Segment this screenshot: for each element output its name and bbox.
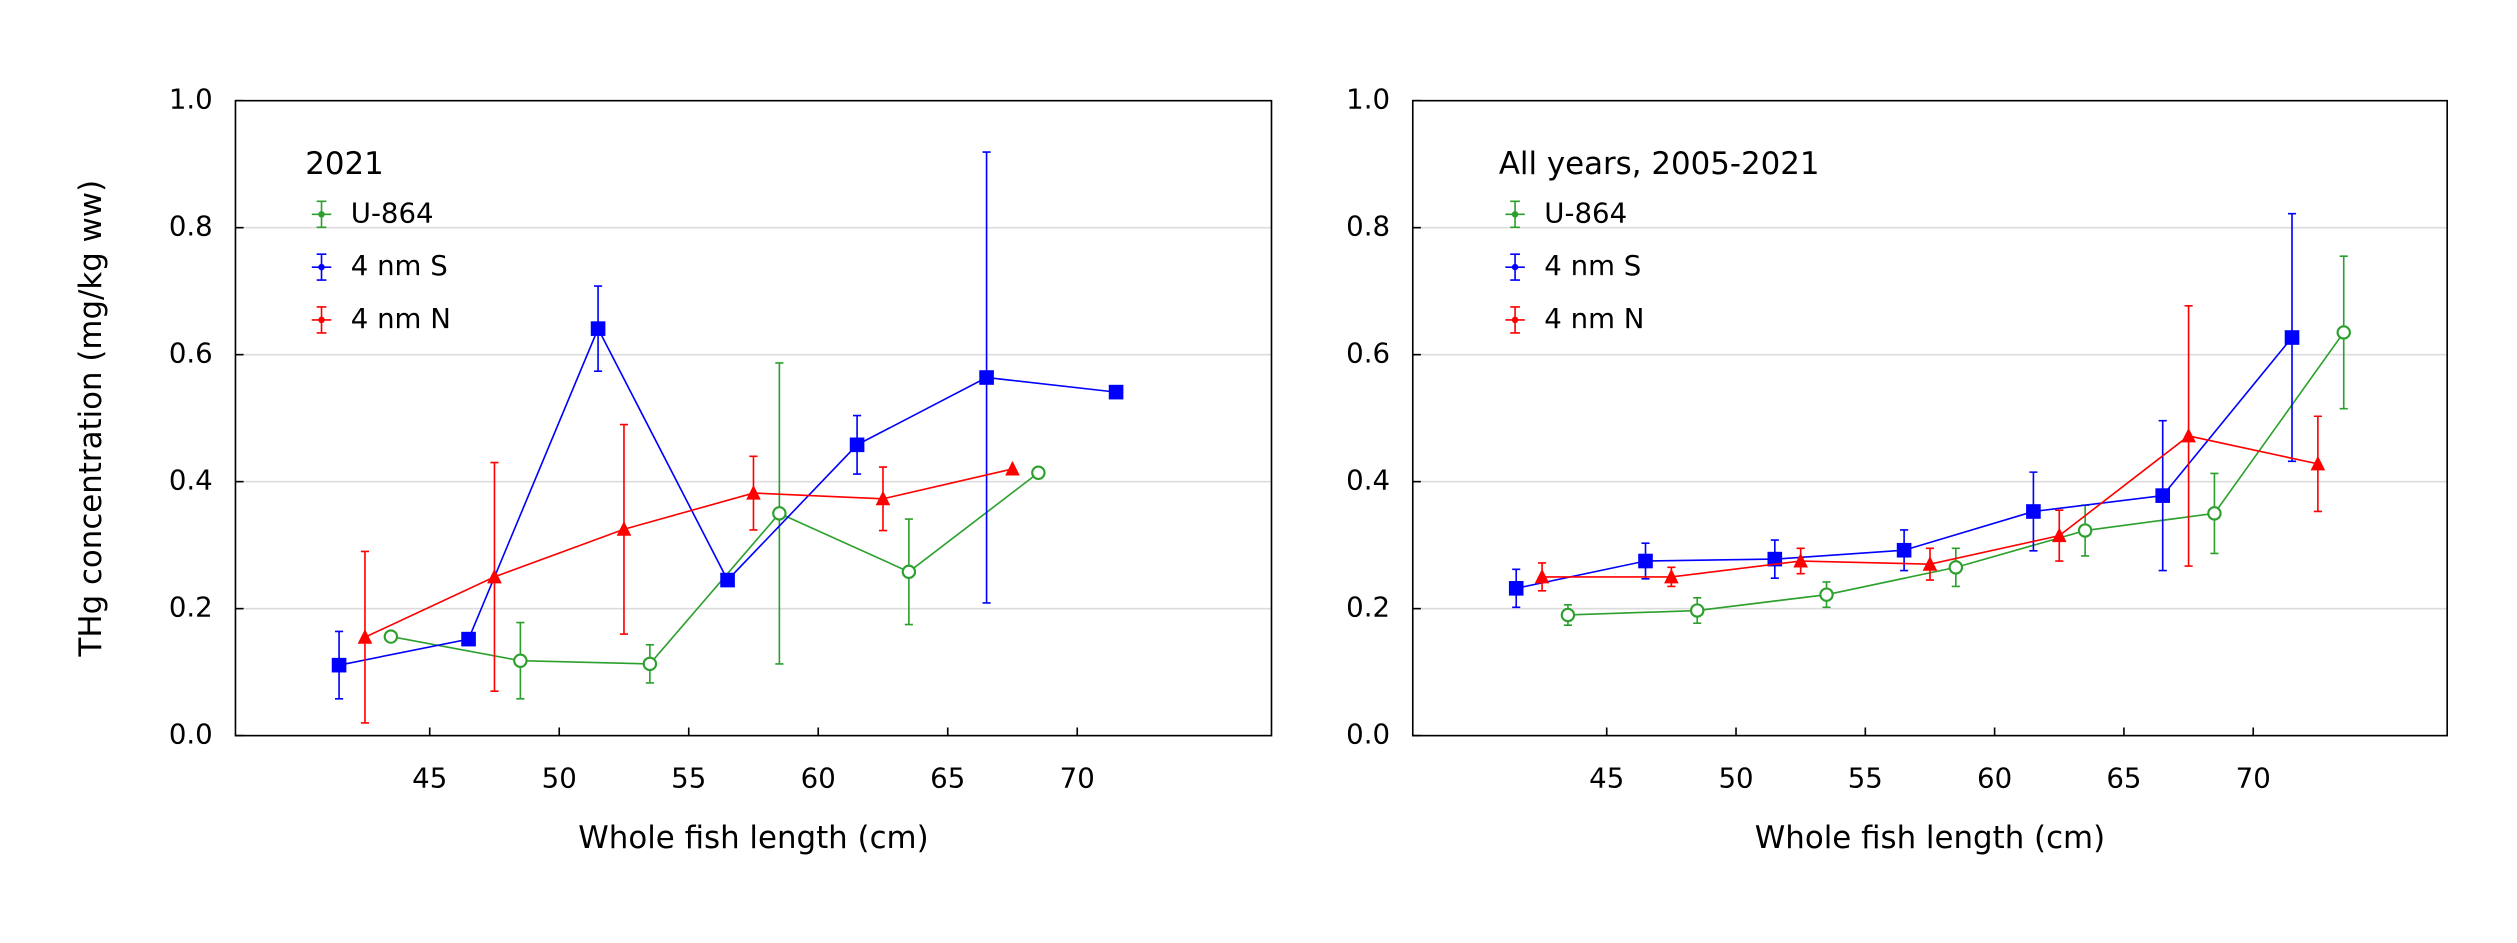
marker [746,484,761,500]
marker [1819,587,1834,602]
y-axis-title: THg concentration (mg/kg ww) [73,180,109,658]
x-tick-label: 55 [671,761,706,794]
marker [2284,330,2300,345]
marker [2051,527,2067,543]
legend-label: 4 nm S [1544,249,1641,282]
legend-icon-dot [1511,211,1519,218]
legend: All years, 2005-2021 U-864 4 nm S 4 nm N [1499,146,1820,335]
marker [2026,504,2041,519]
marker [1560,607,1576,623]
marker [461,631,476,647]
marker [331,657,347,673]
marker [1793,552,1808,568]
x-tick-label: 65 [2106,761,2141,794]
marker [1031,465,1046,480]
x-tick-label: 45 [1589,761,1624,794]
x-tick-label: 45 [412,761,447,794]
y-tick-label: 0.4 [169,464,213,497]
x-tick-label: 70 [2236,761,2271,794]
x-tick-label: 60 [801,761,836,794]
y-tick-label: 0.6 [1346,337,1390,370]
y-tick-label: 0.0 [1346,718,1390,751]
y-tick-label: 0.2 [1346,591,1390,624]
marker [383,629,399,644]
marker [357,629,373,644]
marker [1664,568,1679,584]
marker [849,437,865,453]
marker [2336,325,2351,340]
x-tick-label: 55 [1848,761,1883,794]
legend-label: 4 nm N [1544,302,1644,335]
legend-label: U-864 [351,196,434,229]
legend-label: 4 nm S [351,249,448,282]
chart-panel: 0.0 0.2 0.4 0.6 0.8 1.0 45 50 55 60 65 70 Whole fish… [73,83,1273,856]
y-tick-label: 1.0 [1346,83,1390,116]
y-tick-label: 0.8 [1346,210,1390,243]
marker [875,490,891,506]
marker [1922,556,1938,571]
marker [513,653,528,668]
marker [901,564,917,580]
marker [979,370,994,385]
plot-frame [234,99,1273,737]
marker [1767,551,1783,567]
x-axis-title: Whole fish length (cm) [1755,820,2105,856]
y-tick-label: 0.4 [1346,464,1390,497]
marker [772,506,787,521]
y-tick-label: 0.2 [169,591,213,624]
marker [1948,560,1964,575]
marker [2181,427,2196,443]
marker [2207,506,2222,521]
marker [1690,603,1705,618]
marker [1108,384,1124,400]
legend-icon-dot [318,316,325,324]
marker [1896,542,1912,558]
legend-icon-dot [1511,316,1519,324]
x-tick-label: 60 [1977,761,2012,794]
series-line [338,326,1117,666]
x-axis-title: Whole fish length (cm) [578,820,928,856]
series-line [364,468,1013,638]
legend: 2021 U-864 4 nm S 4 nm N [305,146,451,335]
marker [2155,488,2171,503]
marker [487,568,502,584]
y-tick-label: 0.0 [169,718,213,751]
legend-label: U-864 [1544,196,1627,229]
chart-panel: 0.0 0.2 0.4 0.6 0.8 1.0 45 50 55 60 65 70 Whole fish… [1346,83,2448,856]
x-tick-label: 70 [1060,761,1095,794]
y-tick-label: 0.6 [169,337,213,370]
legend-title: 2021 [305,146,383,182]
legend-title: All years, 2005-2021 [1499,146,1820,182]
marker [616,521,632,536]
marker [1638,553,1653,569]
x-tick-label: 50 [542,761,577,794]
plot-frame [1411,99,2448,737]
marker [1534,568,1550,584]
marker [2310,455,2326,471]
x-tick-label: 65 [930,761,965,794]
y-tick-label: 1.0 [169,83,213,116]
marker [1005,460,1020,476]
marker [720,572,735,588]
y-tick-label: 0.8 [169,210,213,243]
legend-label: 4 nm N [351,302,451,335]
legend-icon-dot [318,263,325,271]
x-tick-label: 50 [1718,761,1753,794]
legend-icon-dot [318,211,325,218]
legend-icon-dot [1511,263,1519,271]
marker [642,656,658,672]
marker [1508,581,1524,596]
series-line [390,472,1039,665]
marker [590,321,606,336]
marker [2077,523,2093,538]
